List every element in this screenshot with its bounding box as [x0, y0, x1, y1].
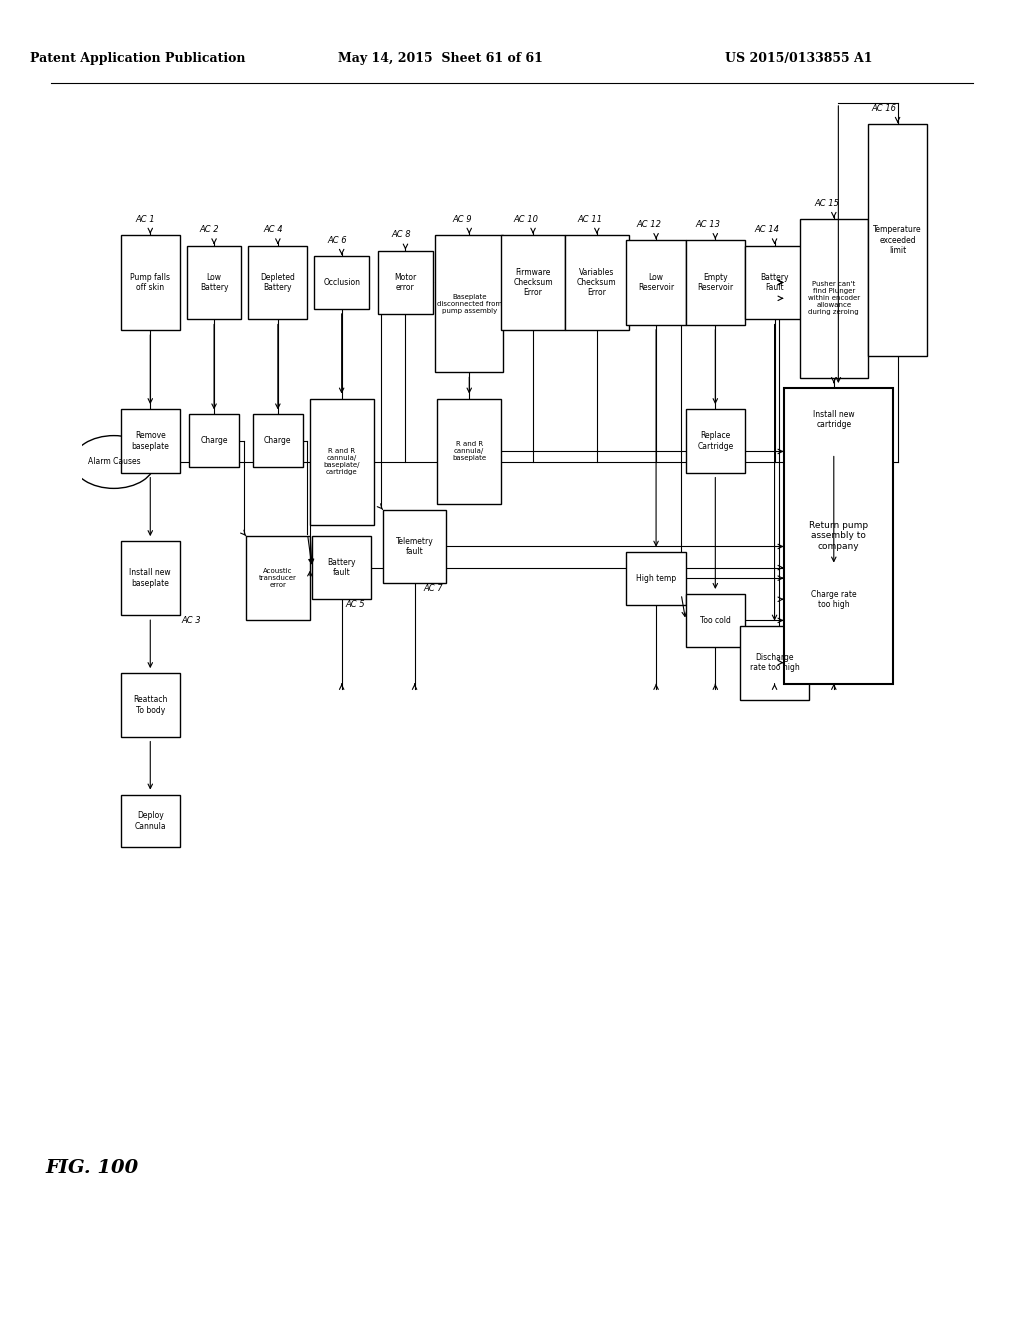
Bar [121, 409, 180, 473]
Bar [800, 219, 868, 378]
Text: Depleted
Battery: Depleted Battery [260, 273, 295, 292]
Text: R and R
cannula/
baseplate/
cartridge: R and R cannula/ baseplate/ cartridge [324, 449, 359, 475]
Bar [437, 399, 501, 504]
Text: Too cold: Too cold [699, 616, 731, 624]
Text: Motor
error: Motor error [394, 273, 417, 292]
Bar [686, 240, 744, 325]
Bar [740, 626, 809, 700]
Text: Battery
Fault: Battery Fault [760, 273, 788, 292]
Text: Variables
Checksum
Error: Variables Checksum Error [578, 268, 616, 297]
Text: Telemetry
fault: Telemetry fault [395, 537, 433, 556]
Text: AC 16: AC 16 [871, 104, 896, 112]
Bar [186, 246, 242, 319]
Text: AC 13: AC 13 [695, 220, 721, 228]
Text: AC 14: AC 14 [755, 226, 779, 234]
Bar [121, 541, 180, 615]
Text: Alarm Causes: Alarm Causes [87, 458, 140, 466]
Bar [435, 235, 504, 372]
Text: Deploy
Cannula: Deploy Cannula [134, 812, 166, 830]
Bar [189, 414, 240, 467]
Text: AC 6: AC 6 [328, 236, 347, 244]
Text: Charge: Charge [201, 437, 227, 445]
Text: Low
Reservoir: Low Reservoir [638, 273, 674, 292]
Bar [246, 536, 310, 620]
Bar [627, 552, 686, 605]
Bar [312, 536, 372, 599]
Text: Return pump
assembly to
company: Return pump assembly to company [809, 521, 868, 550]
Text: Pump falls
off skin: Pump falls off skin [130, 273, 170, 292]
Text: Acoustic
transducer
error: Acoustic transducer error [259, 568, 297, 589]
Text: Temperature
exceeded
limit: Temperature exceeded limit [873, 226, 922, 255]
Bar [121, 795, 180, 847]
Bar [627, 240, 686, 325]
Bar [783, 388, 893, 684]
Text: Charge: Charge [264, 437, 292, 445]
Text: Pusher can't
find Plunger
within encoder
allowance
during zeroing: Pusher can't find Plunger within encoder… [808, 281, 860, 315]
Bar [501, 235, 565, 330]
Ellipse shape [73, 436, 155, 488]
Bar [121, 235, 180, 330]
Text: AC 10: AC 10 [513, 215, 539, 223]
Text: May 14, 2015  Sheet 61 of 61: May 14, 2015 Sheet 61 of 61 [338, 51, 543, 65]
Text: US 2015/0133855 A1: US 2015/0133855 A1 [725, 51, 872, 65]
Text: AC 7: AC 7 [423, 585, 442, 593]
Bar [309, 399, 374, 525]
Text: AC 1: AC 1 [136, 215, 156, 223]
Text: Low
Battery: Low Battery [200, 273, 228, 292]
Bar [565, 235, 629, 330]
Text: AC 8: AC 8 [391, 231, 411, 239]
Text: Empty
Reservoir: Empty Reservoir [697, 273, 733, 292]
Bar [686, 594, 744, 647]
Text: Replace
Cartridge: Replace Cartridge [697, 432, 733, 450]
Text: Install new
cartridge: Install new cartridge [813, 411, 855, 429]
Text: Discharge
rate too high: Discharge rate too high [750, 653, 800, 672]
Bar [802, 568, 865, 631]
Text: Patent Application Publication: Patent Application Publication [31, 51, 246, 65]
Text: Occlusion: Occlusion [324, 279, 360, 286]
Text: AC 4: AC 4 [263, 226, 283, 234]
Text: FIG. 100: FIG. 100 [45, 1159, 139, 1177]
Text: Reattach
To body: Reattach To body [133, 696, 168, 714]
Text: Charge rate
too high: Charge rate too high [811, 590, 857, 609]
Bar [868, 124, 927, 356]
Bar [378, 251, 433, 314]
Text: AC 11: AC 11 [578, 215, 602, 223]
Text: AC 9: AC 9 [453, 215, 472, 223]
Bar [121, 673, 180, 737]
Text: AC 2: AC 2 [200, 226, 219, 234]
Bar [383, 510, 446, 583]
Text: AC 3: AC 3 [181, 616, 201, 624]
Bar [314, 256, 369, 309]
Bar [802, 388, 865, 451]
Text: Firmware
Checksum
Error: Firmware Checksum Error [513, 268, 553, 297]
Text: AC 12: AC 12 [636, 220, 662, 228]
Text: Baseplate
disconnected from
pump assembly: Baseplate disconnected from pump assembl… [436, 293, 502, 314]
Text: AC 5: AC 5 [345, 601, 366, 609]
Text: Install new
baseplate: Install new baseplate [129, 569, 171, 587]
Text: Battery
fault: Battery fault [328, 558, 356, 577]
Bar [248, 246, 307, 319]
Text: High temp: High temp [636, 574, 676, 582]
Bar [744, 246, 804, 319]
Text: Remove
baseplate: Remove baseplate [131, 432, 169, 450]
Text: R and R
cannula/
baseplate: R and R cannula/ baseplate [453, 441, 486, 462]
Text: AC 15: AC 15 [814, 199, 839, 207]
Bar [686, 409, 744, 473]
Bar [253, 414, 303, 467]
